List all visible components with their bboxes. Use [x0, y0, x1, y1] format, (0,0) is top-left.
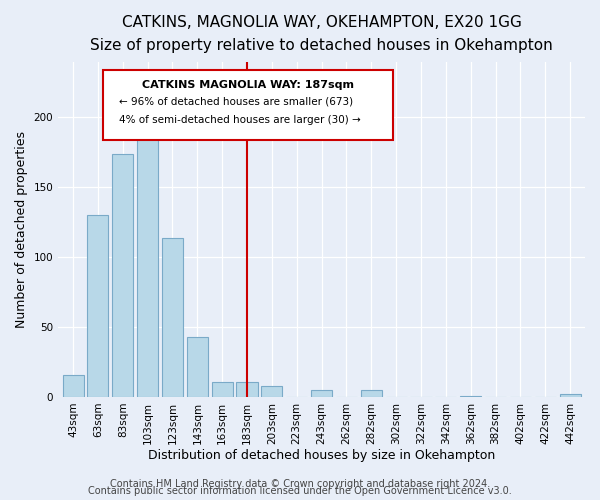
X-axis label: Distribution of detached houses by size in Okehampton: Distribution of detached houses by size …	[148, 450, 495, 462]
Bar	[137, 136, 158, 397]
Bar	[311, 390, 332, 397]
Text: Contains HM Land Registry data © Crown copyright and database right 2024.: Contains HM Land Registry data © Crown c…	[110, 479, 490, 489]
Bar	[62, 374, 83, 397]
Text: CATKINS MAGNOLIA WAY: 187sqm: CATKINS MAGNOLIA WAY: 187sqm	[142, 80, 354, 90]
Bar	[212, 382, 233, 397]
Bar	[112, 154, 133, 397]
Bar	[262, 386, 283, 397]
Bar	[236, 382, 257, 397]
Text: Contains public sector information licensed under the Open Government Licence v3: Contains public sector information licen…	[88, 486, 512, 496]
Y-axis label: Number of detached properties: Number of detached properties	[15, 130, 28, 328]
Text: 4% of semi-detached houses are larger (30) →: 4% of semi-detached houses are larger (3…	[119, 115, 361, 125]
Bar	[361, 390, 382, 397]
Bar	[162, 238, 183, 397]
Bar	[560, 394, 581, 397]
Title: CATKINS, MAGNOLIA WAY, OKEHAMPTON, EX20 1GG
Size of property relative to detache: CATKINS, MAGNOLIA WAY, OKEHAMPTON, EX20 …	[90, 15, 553, 54]
Text: ← 96% of detached houses are smaller (673): ← 96% of detached houses are smaller (67…	[119, 96, 353, 106]
Bar	[187, 337, 208, 397]
FancyBboxPatch shape	[103, 70, 393, 140]
Bar	[460, 396, 481, 397]
Bar	[88, 216, 109, 397]
